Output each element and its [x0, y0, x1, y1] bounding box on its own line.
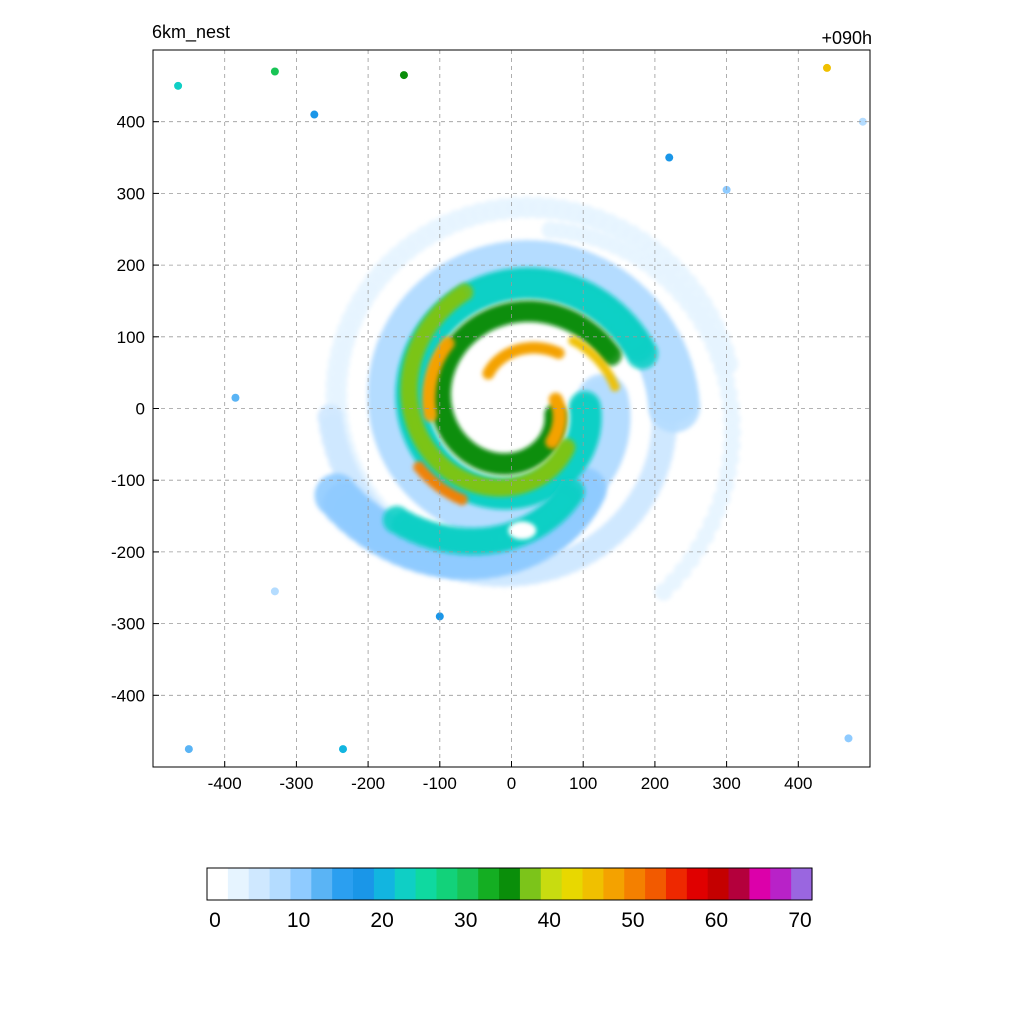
colorbar-swatch [791, 868, 813, 900]
convective-cell [270, 587, 279, 596]
colorbar-swatch [540, 868, 563, 900]
colorbar-swatch [665, 868, 688, 900]
colorbar-swatch [353, 868, 375, 900]
colorbar-swatch [519, 868, 542, 900]
x-tick-label: -200 [351, 774, 385, 793]
x-tick-label: -100 [423, 774, 457, 793]
colorbar-tick-label: 10 [287, 909, 310, 932]
x-tick-label: 100 [569, 774, 597, 793]
colorbar-swatch [770, 868, 792, 900]
convective-cell [822, 63, 831, 72]
convective-cell [844, 734, 853, 743]
convective-cell [231, 393, 240, 402]
colorbar-tick-label: 30 [454, 909, 477, 932]
colorbar-tick-label: 20 [370, 909, 393, 932]
convective-cell [399, 71, 408, 80]
colorbar-swatch [332, 868, 354, 900]
colorbar-swatch [290, 868, 312, 900]
colorbar-swatch [561, 868, 584, 900]
y-tick-label: 0 [136, 400, 145, 419]
y-tick-label: -100 [111, 471, 145, 490]
x-tick-label: 400 [784, 774, 812, 793]
colorbar-swatch [207, 868, 229, 900]
colorbar-swatch [582, 868, 604, 900]
x-tick-label: 200 [641, 774, 669, 793]
y-tick-label: -300 [111, 615, 145, 634]
convective-cell [184, 745, 193, 754]
colorbar-swatch [478, 868, 500, 900]
colorbar-swatch [728, 868, 751, 900]
y-tick-label: 100 [117, 328, 145, 347]
x-tick-label: -400 [208, 774, 242, 793]
x-tick-label: 300 [712, 774, 740, 793]
y-tick-label: 400 [117, 113, 145, 132]
colorbar-tick-label: 40 [538, 909, 561, 932]
chart-title-right: +090h [821, 28, 872, 48]
colorbar-swatch [645, 868, 667, 900]
outer-light-band-east [541, 221, 742, 601]
y-tick-label: -400 [111, 686, 145, 705]
chart-title-left: 6km_nest [152, 22, 231, 42]
x-tick-label: 0 [507, 774, 516, 793]
colorbar-swatch [707, 868, 730, 900]
convective-cell [435, 612, 444, 621]
convective-cell [310, 110, 319, 119]
clear-gap-south [508, 521, 537, 540]
colorbar-swatch [436, 868, 458, 900]
red-core-east [545, 392, 567, 449]
colorbar-tick-label: 70 [788, 909, 811, 932]
colorbar-swatch [624, 868, 646, 900]
colorbar-swatch [311, 868, 333, 900]
colorbar-tick-label: 0 [209, 909, 221, 932]
colorbar-swatch [248, 868, 271, 900]
red-core-southwest [413, 461, 468, 506]
orange-band [400, 283, 576, 497]
red-core-northeast [568, 335, 620, 392]
red-core-north [482, 341, 565, 380]
y-tick-label: 300 [117, 184, 145, 203]
convective-cell [270, 67, 279, 76]
colorbar-swatch [269, 868, 292, 900]
colorbar-swatch [373, 868, 396, 900]
storm-eye [488, 390, 541, 419]
colorbar-swatch [749, 868, 771, 900]
colorbar-swatch [603, 868, 625, 900]
convective-cell [858, 117, 867, 126]
convective-cell [339, 745, 348, 754]
colorbar-swatch [394, 868, 417, 900]
colorbar-swatch [499, 868, 521, 900]
colorbar-swatch [457, 868, 479, 900]
colorbar-swatch [227, 868, 250, 900]
convective-cell [665, 153, 674, 162]
colorbar-swatch [415, 868, 438, 900]
colorbar-frame [206, 867, 813, 901]
x-tick-label: -300 [279, 774, 313, 793]
colorbar-swatch [686, 868, 709, 900]
convective-cell [174, 81, 183, 90]
y-tick-label: 200 [117, 256, 145, 275]
colorbar-tick-label: 50 [621, 909, 644, 932]
colorbar-tick-label: 60 [705, 909, 728, 932]
y-tick-label: -200 [111, 543, 145, 562]
